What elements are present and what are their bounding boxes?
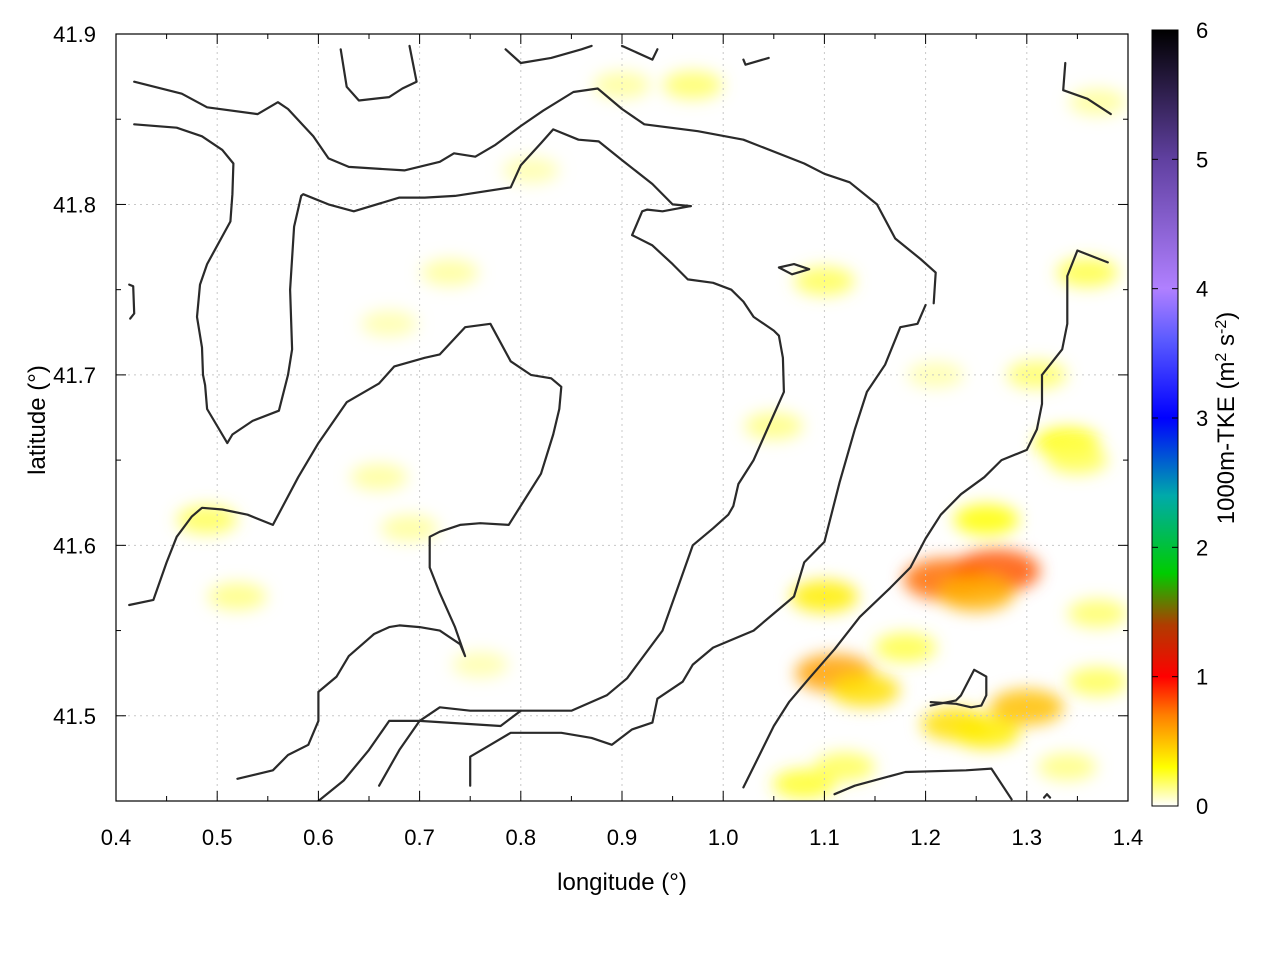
y-tick-label: 41.9 bbox=[53, 22, 96, 47]
tke-cell bbox=[176, 505, 238, 535]
x-tick-label: 0.9 bbox=[607, 825, 638, 850]
tke-cell bbox=[772, 768, 836, 799]
contour-line bbox=[317, 205, 785, 801]
x-tick-label: 0.8 bbox=[506, 825, 537, 850]
colorbar-tick-label: 1 bbox=[1196, 665, 1208, 690]
tke-cell bbox=[502, 157, 560, 184]
tke-cell bbox=[208, 582, 267, 611]
colorbar-tick-label: 0 bbox=[1196, 794, 1208, 819]
contour-line bbox=[469, 303, 927, 787]
tke-cell bbox=[830, 673, 900, 708]
colorbar-tick-label: 6 bbox=[1196, 18, 1208, 43]
contour-line bbox=[742, 56, 770, 66]
x-tick-label: 0.4 bbox=[101, 825, 132, 850]
x-tick-label: 1.2 bbox=[910, 825, 941, 850]
x-tick-label: 1.1 bbox=[809, 825, 840, 850]
colorbar-tick-label: 5 bbox=[1196, 147, 1208, 172]
contour-line bbox=[133, 123, 692, 445]
contour-line bbox=[742, 249, 1109, 789]
contour-line bbox=[1042, 793, 1052, 799]
tke-cell bbox=[952, 716, 1021, 750]
tke-cell bbox=[1056, 257, 1119, 288]
terrain-contours bbox=[128, 44, 1112, 801]
y-axis-label: latitude (°) bbox=[24, 365, 51, 475]
contour-line bbox=[504, 44, 593, 65]
tke-cell bbox=[1047, 445, 1108, 475]
x-tick-label: 0.6 bbox=[303, 825, 334, 850]
tke-cell bbox=[1006, 360, 1067, 390]
y-tick-label: 41.6 bbox=[53, 533, 96, 558]
grid-lines bbox=[116, 34, 1128, 801]
tke-cell bbox=[593, 71, 651, 99]
x-axis-ticks: 0.4 0.5 0.6 0.7 0.8 0.9 1.0 1.1 1.2 1.3 1.4 bbox=[101, 34, 1144, 850]
x-tick-label: 1.0 bbox=[708, 825, 739, 850]
colorbar-tick-label: 4 bbox=[1196, 277, 1208, 302]
colorbar-label: 1000m-TKE (m2 s-2) bbox=[1213, 312, 1241, 525]
contour-line bbox=[128, 283, 136, 320]
tke-cell bbox=[380, 514, 439, 542]
tke-cell bbox=[938, 574, 1015, 612]
tke-cell bbox=[907, 361, 964, 389]
tke-cell bbox=[1037, 753, 1097, 781]
x-tick-label: 0.5 bbox=[202, 825, 233, 850]
tke-cell bbox=[814, 752, 876, 782]
x-tick-label: 1.4 bbox=[1113, 825, 1144, 850]
tke-cell bbox=[361, 310, 418, 337]
tke-cell bbox=[662, 70, 723, 100]
tke-cell bbox=[350, 463, 408, 491]
tke-cell bbox=[1069, 88, 1127, 116]
y-tick-label: 41.5 bbox=[53, 704, 96, 729]
y-tick-label: 41.7 bbox=[53, 363, 96, 388]
colorbar-tick-label: 3 bbox=[1196, 406, 1208, 431]
y-tick-label: 41.8 bbox=[53, 192, 96, 217]
tke-cell bbox=[744, 412, 804, 440]
x-tick-label: 0.7 bbox=[404, 825, 435, 850]
contour-line bbox=[339, 44, 418, 102]
contour-line bbox=[1062, 61, 1112, 116]
tke-cell bbox=[1067, 667, 1128, 697]
colorbar-tick-label: 2 bbox=[1196, 535, 1208, 560]
contour-line bbox=[378, 706, 522, 787]
x-tick-label: 1.3 bbox=[1012, 825, 1043, 850]
contour-line bbox=[833, 767, 1013, 801]
contour-line bbox=[777, 263, 811, 276]
colorbar-ticks: 0 1 2 3 4 5 6 bbox=[1152, 18, 1208, 819]
tke-cell bbox=[421, 259, 479, 287]
contour-line bbox=[128, 322, 563, 780]
tke-cell bbox=[1067, 599, 1128, 628]
tke-cell bbox=[953, 504, 1019, 536]
contour-line bbox=[929, 668, 988, 709]
x-axis-label: longitude (°) bbox=[557, 869, 687, 896]
contour-line bbox=[133, 80, 937, 305]
tke-cell bbox=[452, 651, 509, 678]
tke-cell bbox=[790, 580, 859, 613]
tke-cell bbox=[874, 632, 937, 663]
contour-line bbox=[620, 44, 659, 61]
y-axis-ticks: 41.5 41.6 41.7 41.8 41.9 bbox=[53, 22, 1128, 729]
